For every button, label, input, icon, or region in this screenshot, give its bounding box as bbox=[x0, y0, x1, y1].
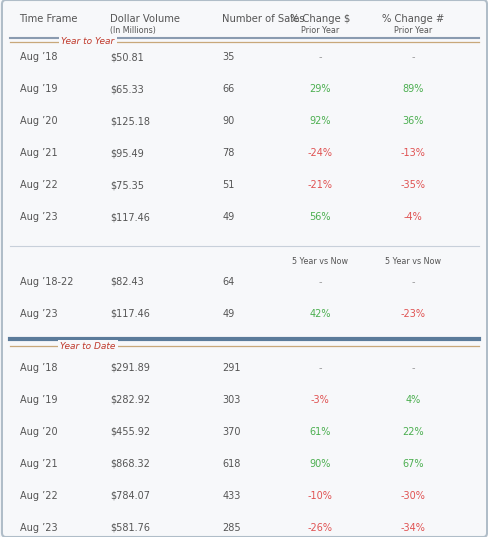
Text: 49: 49 bbox=[222, 309, 234, 319]
Text: Aug ’23: Aug ’23 bbox=[20, 523, 57, 533]
Text: $868.32: $868.32 bbox=[110, 459, 150, 469]
Text: Aug ’19: Aug ’19 bbox=[20, 84, 57, 95]
Text: $455.92: $455.92 bbox=[110, 427, 150, 437]
Text: Year to Year: Year to Year bbox=[61, 38, 114, 46]
Text: % Change #: % Change # bbox=[381, 14, 444, 24]
Text: 92%: 92% bbox=[309, 117, 330, 126]
Text: 67%: 67% bbox=[402, 459, 423, 469]
Text: 291: 291 bbox=[222, 363, 241, 373]
Text: -: - bbox=[410, 277, 414, 287]
Text: Aug ’18-22: Aug ’18-22 bbox=[20, 277, 73, 287]
Text: -: - bbox=[410, 53, 414, 62]
Text: -26%: -26% bbox=[307, 523, 332, 533]
Text: 42%: 42% bbox=[309, 309, 330, 319]
Text: Aug ’20: Aug ’20 bbox=[20, 117, 57, 126]
Text: 66: 66 bbox=[222, 84, 234, 95]
Text: Aug ’19: Aug ’19 bbox=[20, 395, 57, 405]
Text: 29%: 29% bbox=[309, 84, 330, 95]
Text: 78: 78 bbox=[222, 148, 234, 158]
Text: (In Millions): (In Millions) bbox=[110, 26, 156, 35]
Text: $117.46: $117.46 bbox=[110, 309, 150, 319]
Text: 90: 90 bbox=[222, 117, 234, 126]
Text: 4%: 4% bbox=[405, 395, 420, 405]
Text: Aug ’20: Aug ’20 bbox=[20, 427, 57, 437]
Text: $581.76: $581.76 bbox=[110, 523, 150, 533]
Text: Aug ’22: Aug ’22 bbox=[20, 180, 57, 190]
Text: 49: 49 bbox=[222, 212, 234, 222]
Text: 285: 285 bbox=[222, 523, 241, 533]
Text: -23%: -23% bbox=[400, 309, 425, 319]
Text: 61%: 61% bbox=[309, 427, 330, 437]
Text: Prior Year: Prior Year bbox=[301, 26, 339, 35]
Text: $784.07: $784.07 bbox=[110, 491, 150, 500]
Text: -21%: -21% bbox=[307, 180, 332, 190]
Text: -3%: -3% bbox=[310, 395, 329, 405]
Text: 51: 51 bbox=[222, 180, 234, 190]
Text: $291.89: $291.89 bbox=[110, 363, 150, 373]
Text: Aug ’18: Aug ’18 bbox=[20, 53, 57, 62]
Text: $75.35: $75.35 bbox=[110, 180, 144, 190]
Text: Aug ’18: Aug ’18 bbox=[20, 363, 57, 373]
Text: 89%: 89% bbox=[402, 84, 423, 95]
Text: 64: 64 bbox=[222, 277, 234, 287]
Text: -30%: -30% bbox=[400, 491, 425, 500]
Text: Aug ’21: Aug ’21 bbox=[20, 148, 57, 158]
Text: 22%: 22% bbox=[402, 427, 423, 437]
Text: Time Frame: Time Frame bbox=[20, 14, 78, 24]
Text: 618: 618 bbox=[222, 459, 241, 469]
Text: 303: 303 bbox=[222, 395, 241, 405]
Text: $95.49: $95.49 bbox=[110, 148, 143, 158]
Text: 433: 433 bbox=[222, 491, 241, 500]
Text: Dollar Volume: Dollar Volume bbox=[110, 14, 180, 24]
Text: Prior Year: Prior Year bbox=[393, 26, 431, 35]
Text: -: - bbox=[410, 363, 414, 373]
Text: $282.92: $282.92 bbox=[110, 395, 150, 405]
Text: 370: 370 bbox=[222, 427, 241, 437]
Text: Aug ’22: Aug ’22 bbox=[20, 491, 57, 500]
Text: $82.43: $82.43 bbox=[110, 277, 143, 287]
Text: $117.46: $117.46 bbox=[110, 212, 150, 222]
Text: $65.33: $65.33 bbox=[110, 84, 143, 95]
Text: 5 Year vs Now: 5 Year vs Now bbox=[385, 257, 440, 266]
Text: 36%: 36% bbox=[402, 117, 423, 126]
Text: Aug ’23: Aug ’23 bbox=[20, 309, 57, 319]
Text: Aug ’21: Aug ’21 bbox=[20, 459, 57, 469]
Text: Year to Date: Year to Date bbox=[60, 342, 116, 351]
Text: 35: 35 bbox=[222, 53, 234, 62]
Text: $125.18: $125.18 bbox=[110, 117, 150, 126]
Text: -34%: -34% bbox=[400, 523, 425, 533]
Text: -13%: -13% bbox=[400, 148, 425, 158]
Text: -: - bbox=[318, 53, 322, 62]
Text: 56%: 56% bbox=[309, 212, 330, 222]
Text: -35%: -35% bbox=[400, 180, 425, 190]
Text: -4%: -4% bbox=[403, 212, 422, 222]
Text: Aug ’23: Aug ’23 bbox=[20, 212, 57, 222]
Text: -10%: -10% bbox=[307, 491, 332, 500]
Text: -24%: -24% bbox=[307, 148, 332, 158]
Text: -: - bbox=[318, 363, 322, 373]
Text: % Change $: % Change $ bbox=[289, 14, 350, 24]
Text: 5 Year vs Now: 5 Year vs Now bbox=[292, 257, 347, 266]
Text: $50.81: $50.81 bbox=[110, 53, 143, 62]
Text: Number of Sales: Number of Sales bbox=[222, 14, 305, 24]
Text: -: - bbox=[318, 277, 322, 287]
Text: 90%: 90% bbox=[309, 459, 330, 469]
